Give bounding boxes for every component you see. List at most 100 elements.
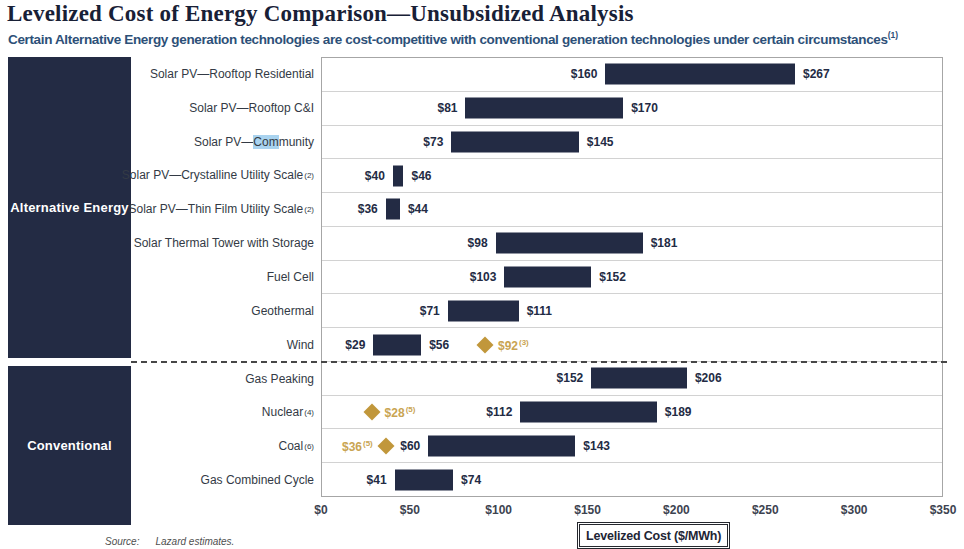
plot-row: $103 $152 (322, 261, 942, 295)
footnote-marker: (3) (519, 337, 529, 346)
range-bar (605, 64, 795, 85)
bar-high-label: $74 (461, 473, 481, 487)
bar-high-label: $111 (527, 304, 552, 318)
group-band-label: Conventional (27, 438, 112, 453)
range-bar (386, 199, 400, 220)
plot-row: $41 $74 (322, 463, 942, 496)
category-label: Solar PV—Crystalline Utility Scale(2) (131, 159, 314, 193)
category-label: Solar PV—Thin Film Utility Scale(2) (131, 192, 314, 226)
plot-row: $73 $145 (322, 126, 942, 160)
category-label: Fuel Cell (131, 260, 314, 294)
range-bar (451, 131, 579, 152)
bar-high-label: $267 (803, 67, 830, 81)
subtitle-footnote-marker: (1) (888, 30, 898, 40)
footnote-marker: (2) (304, 171, 314, 180)
bar-low-label: $60 (400, 439, 420, 453)
page-title: Levelized Cost of Energy Comparison—Unsu… (7, 0, 634, 28)
bar-high-label: $181 (651, 236, 678, 250)
source-label: Source: (105, 536, 139, 547)
x-tick-label: $0 (314, 503, 327, 517)
bar-low-label: $36 (358, 202, 378, 216)
bar-high-label: $189 (665, 405, 692, 419)
x-tick-label: $300 (841, 503, 868, 517)
plot-row: $81 $170 (322, 92, 942, 126)
slide: Levelized Cost of Energy Comparison—Unsu… (0, 0, 964, 549)
plot-row: $60 $143 $36(5) (322, 429, 942, 463)
category-label: Solar PV—Rooftop C&I (131, 91, 314, 125)
range-bar (520, 402, 656, 423)
bar-high-label: $152 (599, 270, 626, 284)
group-band-label: Alternative Energy (10, 200, 128, 215)
footnote-marker: (4) (304, 408, 314, 417)
plot-row: $98 $181 (322, 227, 942, 261)
range-bar (591, 368, 687, 389)
category-label: Nuclear(4) (131, 395, 314, 429)
category-label: Gas Peaking (131, 362, 314, 396)
text-selection-highlight: Com (253, 135, 278, 149)
source-text: Lazard estimates. (155, 536, 234, 547)
x-tick-label: $100 (485, 503, 512, 517)
bar-low-label: $29 (345, 338, 365, 352)
plot-area: $160 $267 $81 $170 $73 $145 $40 $46 $36 $44 $98 $18… (321, 57, 943, 497)
footnote-marker: (5) (363, 438, 373, 447)
subtitle-text: Certain Alternative Energy generation te… (8, 32, 888, 47)
bar-high-label: $143 (583, 439, 610, 453)
range-bar (428, 435, 575, 456)
bar-low-label: $73 (423, 135, 443, 149)
x-axis-title-box: Levelized Cost ($/MWh) (577, 522, 730, 549)
x-axis-tick-labels: $0$50$100$150$200$250$300$350 (321, 503, 943, 519)
plot-row: $36 $44 (322, 193, 942, 227)
bar-high-label: $46 (411, 169, 431, 183)
x-tick-label: $150 (574, 503, 601, 517)
diamond-marker (377, 437, 394, 454)
x-tick-label: $350 (930, 503, 957, 517)
plot-row: $29 $56 $92(3) (322, 328, 942, 362)
range-bar (373, 334, 421, 355)
footnote-marker: (2) (304, 205, 314, 214)
diamond-label: $92(3) (498, 337, 529, 352)
footnote-marker: (6) (304, 442, 314, 451)
category-label: Solar Thermal Tower with Storage (131, 226, 314, 260)
range-bar (393, 165, 404, 186)
diamond-label: $36(5) (342, 438, 373, 453)
page-subtitle: Certain Alternative Energy generation te… (8, 30, 898, 47)
bar-high-label: $170 (631, 101, 658, 115)
bar-low-label: $71 (420, 304, 440, 318)
diamond-marker (476, 336, 493, 353)
bar-high-label: $206 (695, 371, 722, 385)
x-tick-label: $50 (400, 503, 420, 517)
bar-low-label: $160 (571, 67, 598, 81)
category-label: Solar PV—Community (131, 125, 314, 159)
bar-low-label: $40 (365, 169, 385, 183)
bar-high-label: $145 (587, 135, 614, 149)
x-axis-title: Levelized Cost ($/MWh) (586, 529, 721, 543)
plot-row: $71 $111 (322, 294, 942, 328)
bar-low-label: $152 (557, 371, 584, 385)
plot-row: $160 $267 (322, 58, 942, 92)
diamond-marker (363, 404, 380, 421)
footnote-marker: (5) (406, 405, 416, 414)
category-label: Wind (131, 328, 314, 362)
diamond-label: $28(5) (385, 405, 416, 420)
bar-low-label: $81 (437, 101, 457, 115)
bar-high-label: $56 (429, 338, 449, 352)
category-labels-column: Solar PV—Rooftop ResidentialSolar PV—Roo… (131, 57, 314, 497)
x-tick-label: $200 (663, 503, 690, 517)
bar-low-label: $112 (486, 405, 512, 419)
source-note: Source: Lazard estimates. (105, 536, 234, 547)
bar-low-label: $103 (470, 270, 497, 284)
range-bar (448, 300, 519, 321)
bar-low-label: $41 (367, 473, 387, 487)
category-label: Solar PV—Rooftop Residential (131, 57, 314, 91)
plot-row: $112 $189 $28(5) (322, 396, 942, 430)
range-bar (504, 266, 591, 287)
plot-row: $40 $46 (322, 159, 942, 193)
bar-low-label: $98 (468, 236, 488, 250)
category-label: Geothermal (131, 294, 314, 328)
plot-row: $152 $206 (322, 362, 942, 396)
group-separator-line (131, 361, 947, 363)
bar-high-label: $44 (408, 202, 428, 216)
category-label: Gas Combined Cycle (131, 463, 314, 497)
x-tick-label: $250 (752, 503, 779, 517)
category-label: Coal(6) (131, 429, 314, 463)
